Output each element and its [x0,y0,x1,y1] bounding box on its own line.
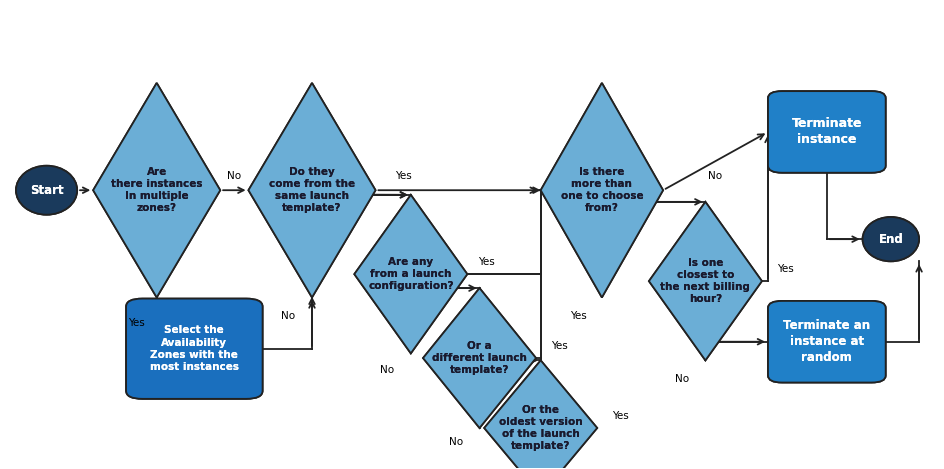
Text: Yes: Yes [478,257,495,267]
Text: Select the
Availability
Zones with the
most instances: Select the Availability Zones with the m… [150,325,239,372]
Ellipse shape [863,217,919,261]
Text: Or the
oldest version
of the launch
template?: Or the oldest version of the launch temp… [498,405,582,451]
Text: End: End [879,233,903,246]
Polygon shape [354,195,467,353]
Text: No: No [709,171,722,181]
Text: Are
there instances
In multiple
zones?: Are there instances In multiple zones? [111,167,202,213]
Text: Or a
different launch
template?: Or a different launch template? [432,341,527,375]
Text: Yes: Yes [570,311,587,321]
Text: Yes: Yes [613,411,629,421]
Polygon shape [541,83,663,297]
Polygon shape [248,83,376,297]
FancyBboxPatch shape [768,91,885,173]
Text: Yes: Yes [551,341,568,351]
Polygon shape [354,195,467,353]
Text: Are any
from a launch
configuration?: Are any from a launch configuration? [368,257,453,291]
Ellipse shape [863,217,919,261]
Text: Is there
more than
one to choose
from?: Is there more than one to choose from? [561,167,643,213]
Text: Terminate
instance: Terminate instance [792,117,862,146]
Text: Yes: Yes [396,171,413,181]
Polygon shape [649,202,762,360]
Text: Do they
come from the
same launch
template?: Do they come from the same launch templa… [269,167,355,213]
Text: No: No [675,374,689,384]
Text: Are any
from a launch
configuration?: Are any from a launch configuration? [368,257,453,291]
FancyBboxPatch shape [126,299,262,399]
Polygon shape [484,360,598,469]
Text: No: No [228,171,242,181]
Text: Is one
closest to
the next billing
hour?: Is one closest to the next billing hour? [661,258,750,304]
Text: No: No [449,437,464,447]
Polygon shape [423,288,536,428]
Ellipse shape [16,166,77,215]
Text: End: End [879,233,903,246]
Polygon shape [541,83,663,297]
Polygon shape [93,83,220,297]
Text: Start: Start [30,184,63,197]
Text: Select the
Availability
Zones with the
most instances: Select the Availability Zones with the m… [150,325,239,372]
FancyBboxPatch shape [768,91,885,173]
Text: Yes: Yes [127,318,144,328]
Polygon shape [649,202,762,360]
Text: Terminate
instance: Terminate instance [792,117,862,146]
Text: Yes: Yes [777,265,794,274]
Text: Is there
more than
one to choose
from?: Is there more than one to choose from? [561,167,643,213]
Text: No: No [380,365,395,375]
Text: Terminate an
instance at
random: Terminate an instance at random [784,319,870,364]
Text: Do they
come from the
same launch
template?: Do they come from the same launch templa… [269,167,355,213]
Polygon shape [484,360,598,469]
Polygon shape [93,83,220,297]
FancyBboxPatch shape [126,299,262,399]
Text: Or the
oldest version
of the launch
template?: Or the oldest version of the launch temp… [498,405,582,451]
Text: Are
there instances
In multiple
zones?: Are there instances In multiple zones? [111,167,202,213]
Polygon shape [423,288,536,428]
Ellipse shape [16,166,77,215]
FancyBboxPatch shape [768,301,885,383]
Text: Is one
closest to
the next billing
hour?: Is one closest to the next billing hour? [661,258,750,304]
Text: Terminate an
instance at
random: Terminate an instance at random [784,319,870,364]
Text: Start: Start [30,184,63,197]
Text: Or a
different launch
template?: Or a different launch template? [432,341,527,375]
FancyBboxPatch shape [768,301,885,383]
Polygon shape [248,83,376,297]
Text: No: No [281,311,295,321]
